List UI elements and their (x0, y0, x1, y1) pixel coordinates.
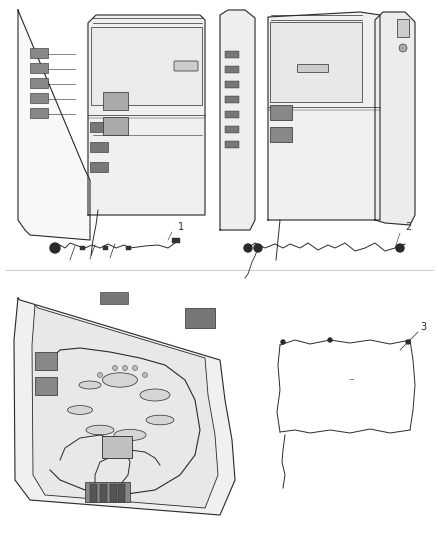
Ellipse shape (67, 406, 92, 414)
Polygon shape (32, 305, 218, 508)
Bar (100, 292, 128, 304)
Bar (103, 117, 128, 135)
FancyBboxPatch shape (297, 64, 328, 72)
Circle shape (50, 243, 60, 253)
Bar (225, 96, 239, 103)
Bar (90, 162, 108, 172)
FancyBboxPatch shape (174, 61, 198, 71)
Bar (103, 92, 128, 110)
Ellipse shape (102, 373, 138, 387)
Bar (185, 308, 215, 328)
Bar (90, 122, 108, 132)
Circle shape (98, 373, 102, 377)
Circle shape (281, 340, 285, 344)
Ellipse shape (86, 425, 114, 435)
Circle shape (142, 373, 148, 377)
Bar (110, 484, 117, 502)
Ellipse shape (114, 430, 146, 441)
Circle shape (396, 244, 404, 252)
Polygon shape (268, 12, 380, 220)
Bar (225, 66, 239, 73)
Polygon shape (375, 12, 415, 225)
Text: 1: 1 (178, 222, 184, 232)
Bar (225, 111, 239, 118)
Bar (80, 246, 85, 250)
Bar (225, 51, 239, 58)
Bar (35, 377, 57, 395)
Bar (91, 27, 202, 105)
Ellipse shape (79, 381, 101, 389)
Text: 2: 2 (405, 222, 411, 232)
FancyBboxPatch shape (30, 93, 48, 103)
Ellipse shape (146, 415, 174, 425)
Circle shape (123, 366, 127, 370)
Bar (90, 142, 108, 152)
Bar (103, 246, 108, 250)
Circle shape (133, 366, 138, 370)
Bar (225, 141, 239, 148)
Text: 3: 3 (420, 322, 426, 332)
Circle shape (254, 244, 262, 252)
FancyBboxPatch shape (30, 63, 48, 73)
Bar (270, 22, 362, 102)
Bar (100, 484, 107, 502)
Polygon shape (88, 15, 205, 215)
Bar (270, 105, 292, 120)
Polygon shape (18, 10, 90, 240)
FancyBboxPatch shape (102, 436, 132, 458)
Bar (172, 238, 180, 243)
Bar (85, 482, 130, 502)
Bar (118, 484, 125, 502)
Bar (35, 352, 57, 370)
Circle shape (406, 340, 410, 344)
Bar (126, 246, 131, 250)
Polygon shape (220, 10, 255, 230)
FancyBboxPatch shape (30, 48, 48, 58)
FancyBboxPatch shape (30, 108, 48, 118)
Text: ~: ~ (348, 377, 354, 383)
FancyBboxPatch shape (30, 78, 48, 88)
Circle shape (113, 366, 117, 370)
Bar (270, 127, 292, 142)
Bar (90, 484, 97, 502)
Circle shape (399, 44, 407, 52)
Bar (225, 81, 239, 88)
Ellipse shape (140, 389, 170, 401)
Circle shape (328, 338, 332, 342)
Bar (397, 19, 409, 37)
Bar (225, 126, 239, 133)
Circle shape (244, 244, 252, 252)
Polygon shape (14, 298, 235, 515)
